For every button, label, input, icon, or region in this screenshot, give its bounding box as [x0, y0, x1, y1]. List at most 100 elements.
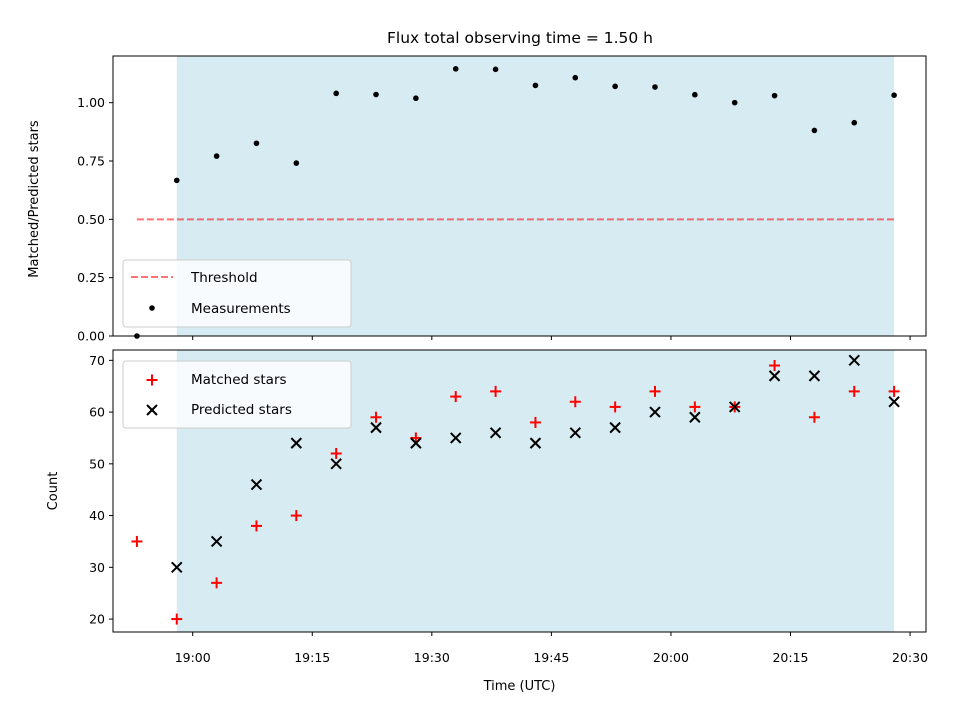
y-tick-label: 50: [89, 456, 105, 471]
legend-measurements-label: Measurements: [191, 301, 291, 317]
predicted-star-point: [689, 411, 701, 423]
y-tick-label: 70: [89, 353, 105, 368]
measurement-point: [532, 82, 539, 89]
measurement-point: [413, 95, 419, 102]
measurement-point: [652, 84, 658, 90]
matched-star-point: [490, 385, 502, 397]
predicted-star-point: [649, 406, 661, 418]
predicted-star-point: [410, 437, 422, 449]
matched-star-point: [131, 535, 143, 547]
measurement-point: [452, 66, 459, 72]
plot-frame: [112, 55, 927, 337]
measurement-point: [811, 127, 818, 134]
y-tick-label: 0.25: [77, 270, 105, 285]
predicted-star-point: [290, 437, 303, 449]
matched-star-point: [808, 411, 820, 423]
y-axis-label: Matched/Predicted stars: [27, 120, 42, 278]
measurement-point: [333, 90, 339, 97]
y-tick-label: 0.00: [77, 329, 105, 344]
x-axis-ticks: [192, 336, 911, 340]
x-axis-ticks: 19:00 19:15 19:30 19:45 20:00 20:15 20:30: [175, 632, 928, 665]
predicted-star-point: [848, 354, 860, 367]
legend: Matched stars Predicted stars: [122, 360, 352, 429]
legend: Threshold Measurements: [122, 259, 352, 328]
legend-matched-label: Matched stars: [191, 372, 287, 388]
count-points: [131, 354, 900, 625]
measurement-point: [891, 92, 897, 98]
matched-star-point: [410, 432, 422, 444]
y-axis-ticks: 20 30 40 50 60 70: [89, 353, 113, 627]
y-tick-label: 0.50: [77, 212, 105, 227]
predicted-star-point: [728, 401, 741, 413]
legend-matched-swatch: [146, 374, 158, 386]
matched-star-point: [888, 385, 900, 397]
measurement-points: [134, 66, 897, 339]
predicted-star-point: [330, 458, 342, 470]
predicted-star-point: [171, 561, 183, 574]
legend-box: [122, 360, 352, 429]
measurement-point: [293, 160, 300, 166]
predicted-star-point: [529, 437, 542, 449]
matched-star-point: [529, 416, 541, 428]
legend-predicted-swatch: [146, 404, 158, 416]
legend-x-marker: [146, 404, 158, 416]
predicted-star-point: [569, 427, 582, 439]
y-tick-label: 20: [89, 612, 105, 627]
matched-star-point: [649, 385, 661, 397]
measurement-point: [253, 140, 260, 147]
y-axis-label: Count: [46, 472, 61, 511]
predicted-star-point: [808, 370, 821, 382]
measurement-point: [173, 177, 180, 184]
predicted-star-point: [489, 427, 502, 439]
legend-measurements-swatch: [149, 305, 155, 311]
matched-star-point: [569, 396, 581, 408]
matched-star-point: [848, 385, 860, 397]
x-tick-label: 20:15: [772, 650, 808, 665]
matched-star-point: [211, 577, 223, 589]
matched-star-point: [171, 613, 183, 625]
matched-star-point: [450, 391, 462, 403]
count-panel: 20 30 40 50 60 70 19:00 19:15 19:30 19:45 20:00 20…: [46, 349, 928, 694]
x-tick-label: 19:15: [294, 650, 330, 665]
predicted-star-point: [768, 370, 781, 382]
predicted-star-point: [370, 421, 382, 434]
matched-star-point: [609, 401, 621, 413]
x-tick-label: 20:30: [892, 650, 928, 665]
x-tick-label: 19:45: [533, 650, 569, 665]
legend-box: [122, 259, 352, 328]
matched-star-point: [769, 360, 781, 372]
matched-star-point: [330, 447, 342, 459]
measurement-point: [771, 92, 778, 99]
ratio-panel: 0.00 0.25 0.50 0.75 1.00 Matched/Predicted s…: [27, 55, 927, 344]
measurement-point: [572, 74, 579, 81]
predicted-star-point: [888, 396, 900, 408]
predicted-star-point: [450, 432, 462, 444]
matched-star-point: [250, 520, 262, 532]
predicted-star-point: [210, 535, 223, 548]
y-tick-label: 30: [89, 560, 105, 575]
matched-star-point: [370, 411, 382, 423]
y-axis-ticks: 0.00 0.25 0.50 0.75 1.00: [77, 95, 113, 344]
x-tick-label: 20:00: [653, 650, 689, 665]
chart-title: Flux total observing time = 1.50 h: [387, 29, 653, 47]
y-tick-label: 0.75: [77, 154, 105, 169]
measurement-point: [851, 119, 858, 126]
measurement-point: [692, 91, 698, 98]
measurement-point: [373, 91, 379, 98]
measurement-point: [492, 66, 499, 73]
legend-threshold-label: Threshold: [190, 270, 258, 286]
measurement-point: [731, 99, 738, 106]
x-tick-label: 19:30: [414, 650, 450, 665]
y-tick-label: 1.00: [77, 95, 105, 110]
measurement-point: [213, 153, 220, 159]
measurement-point: [612, 83, 618, 90]
y-tick-label: 60: [89, 405, 105, 420]
matched-star-point: [689, 401, 701, 413]
y-tick-label: 40: [89, 508, 105, 523]
plot-frame: [112, 349, 927, 633]
x-axis-label: Time (UTC): [483, 679, 556, 694]
legend-plus-marker: [146, 374, 158, 386]
x-tick-label: 19:00: [175, 650, 211, 665]
predicted-star-point: [250, 478, 263, 491]
